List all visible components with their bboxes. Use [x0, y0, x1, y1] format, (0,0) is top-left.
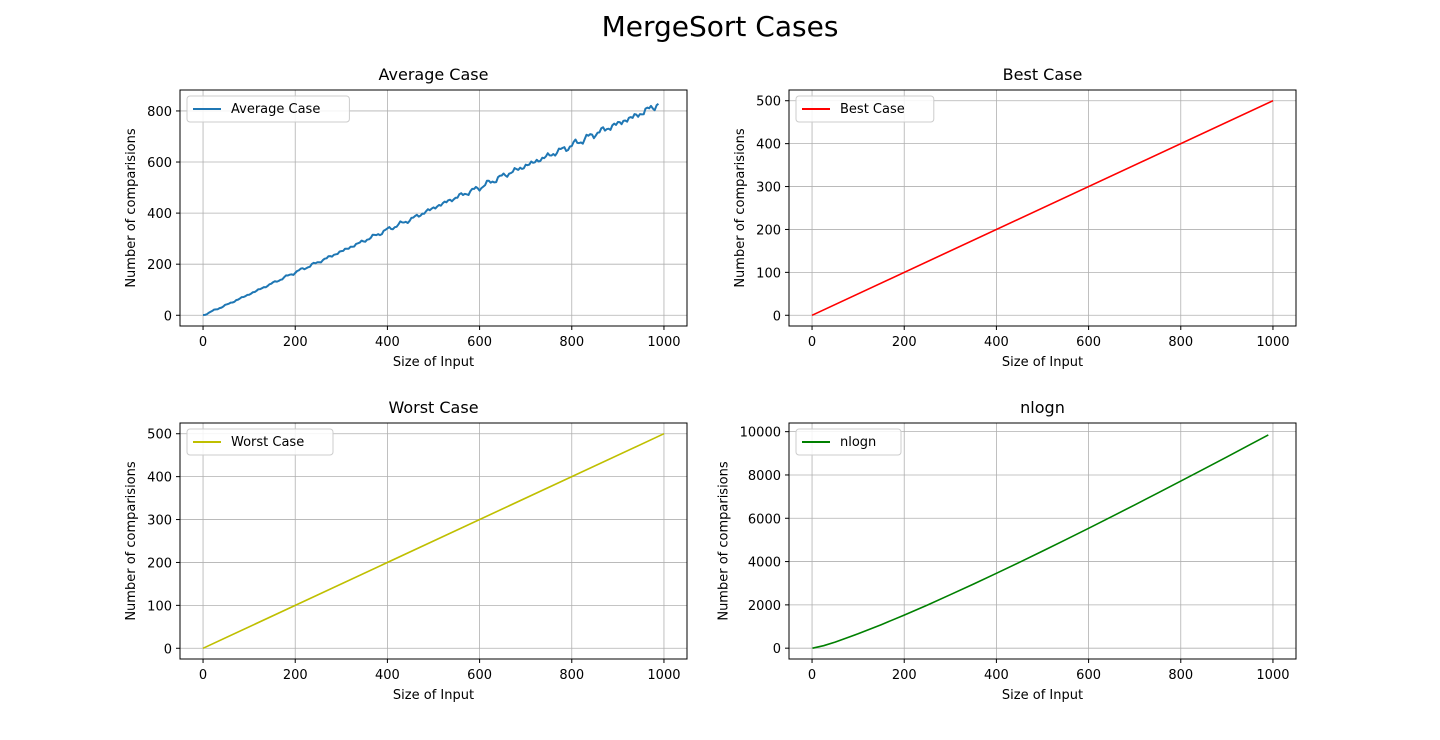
worst-case-legend: Worst Case: [186, 428, 334, 456]
y-axis-label: Number of comparisions: [733, 128, 748, 288]
average-case-panel: 0 200 400 600 800 1000 0 200 400 600 800 Average Ca…: [124, 65, 688, 370]
average-case-legend: Average Case: [186, 95, 350, 123]
nlogn-series-line: [812, 434, 1269, 649]
x-tick-label: 400: [984, 668, 1009, 683]
y-tick-label: 4000: [748, 556, 781, 571]
y-tick-label: 6000: [748, 512, 781, 527]
legend-box: [186, 428, 334, 456]
best-case-title: Best Case: [1003, 65, 1083, 84]
legend-box: [795, 428, 902, 456]
x-tick-label: 200: [892, 668, 917, 683]
y-tick-label: 500: [756, 95, 781, 110]
plot-frame: [179, 422, 688, 660]
plot-frame: [179, 89, 688, 327]
nlogn-title: nlogn: [1020, 398, 1065, 417]
average-case-series-line: [202, 102, 660, 316]
x-axis-label: Size of Input: [393, 355, 474, 370]
legend-label: Worst Case: [231, 435, 304, 450]
average-case-title: Average Case: [379, 65, 489, 84]
y-tick-label: 8000: [748, 469, 781, 484]
y-axis-label: Number of comparisions: [124, 461, 139, 621]
x-tick-label: 1000: [1256, 668, 1289, 683]
x-axis-label: Size of Input: [1002, 355, 1083, 370]
x-tick-label: 200: [283, 668, 308, 683]
y-tick-label: 0: [773, 309, 781, 324]
x-tick-label: 0: [808, 335, 816, 350]
y-tick-label: 600: [147, 156, 172, 171]
x-tick-label: 1000: [647, 668, 680, 683]
x-tick-label: 0: [199, 335, 207, 350]
x-tick-label: 600: [1076, 335, 1101, 350]
y-tick-label: 300: [147, 514, 172, 529]
y-tick-label: 0: [164, 309, 172, 324]
legend-box: [795, 95, 935, 123]
x-tick-label: 200: [892, 335, 917, 350]
y-tick-label: 300: [756, 181, 781, 196]
legend-label: nlogn: [840, 435, 876, 450]
worst-case-panel: 0 200 400 600 800 1000 0 100 200 300 400 500 Worst C…: [124, 398, 688, 703]
legend-label: Average Case: [231, 102, 320, 117]
y-axis-label: Number of comparisions: [717, 461, 732, 621]
x-tick-label: 1000: [647, 335, 680, 350]
best-case-panel: 0 200 400 600 800 1000 0 100 200 300 400 500 Best Ca…: [733, 65, 1297, 370]
y-axis-label: Number of comparisions: [124, 128, 139, 288]
x-tick-label: 0: [808, 668, 816, 683]
y-tick-label: 100: [756, 266, 781, 281]
x-tick-label: 0: [199, 668, 207, 683]
plot-frame: [788, 422, 1297, 660]
x-axis-label: Size of Input: [1002, 688, 1083, 703]
y-tick-label: 2000: [748, 599, 781, 614]
y-tick-label: 0: [773, 642, 781, 657]
x-tick-label: 800: [1168, 335, 1193, 350]
best-case-series-line: [811, 99, 1274, 317]
y-tick-label: 0: [164, 642, 172, 657]
x-tick-label: 800: [559, 335, 584, 350]
y-tick-label: 200: [147, 556, 172, 571]
figure-title: MergeSort Cases: [601, 10, 839, 43]
y-tick-label: 400: [147, 471, 172, 486]
y-tick-label: 200: [147, 258, 172, 273]
worst-case-series-line: [202, 432, 665, 650]
x-tick-label: 200: [283, 335, 308, 350]
y-tick-label: 800: [147, 105, 172, 120]
legend-label: Best Case: [840, 102, 905, 117]
worst-case-title: Worst Case: [388, 398, 478, 417]
nlogn-legend: nlogn: [795, 428, 902, 456]
y-tick-label: 400: [147, 207, 172, 222]
x-tick-label: 400: [984, 335, 1009, 350]
plot-frame: [788, 89, 1297, 327]
y-tick-label: 100: [147, 599, 172, 614]
x-tick-label: 800: [1168, 668, 1193, 683]
x-tick-label: 800: [559, 668, 584, 683]
best-case-legend: Best Case: [795, 95, 935, 123]
x-tick-label: 600: [467, 335, 492, 350]
y-tick-label: 10000: [740, 426, 781, 441]
nlogn-panel: 0 200 400 600 800 10000200040006000800010000n…: [717, 398, 1297, 703]
legend-box: [186, 95, 350, 123]
y-tick-label: 200: [756, 223, 781, 238]
x-tick-label: 600: [467, 668, 492, 683]
x-tick-label: 400: [375, 335, 400, 350]
x-tick-label: 600: [1076, 668, 1101, 683]
x-tick-label: 1000: [1256, 335, 1289, 350]
x-tick-label: 400: [375, 668, 400, 683]
y-tick-label: 400: [756, 138, 781, 153]
x-axis-label: Size of Input: [393, 688, 474, 703]
y-tick-label: 500: [147, 428, 172, 443]
